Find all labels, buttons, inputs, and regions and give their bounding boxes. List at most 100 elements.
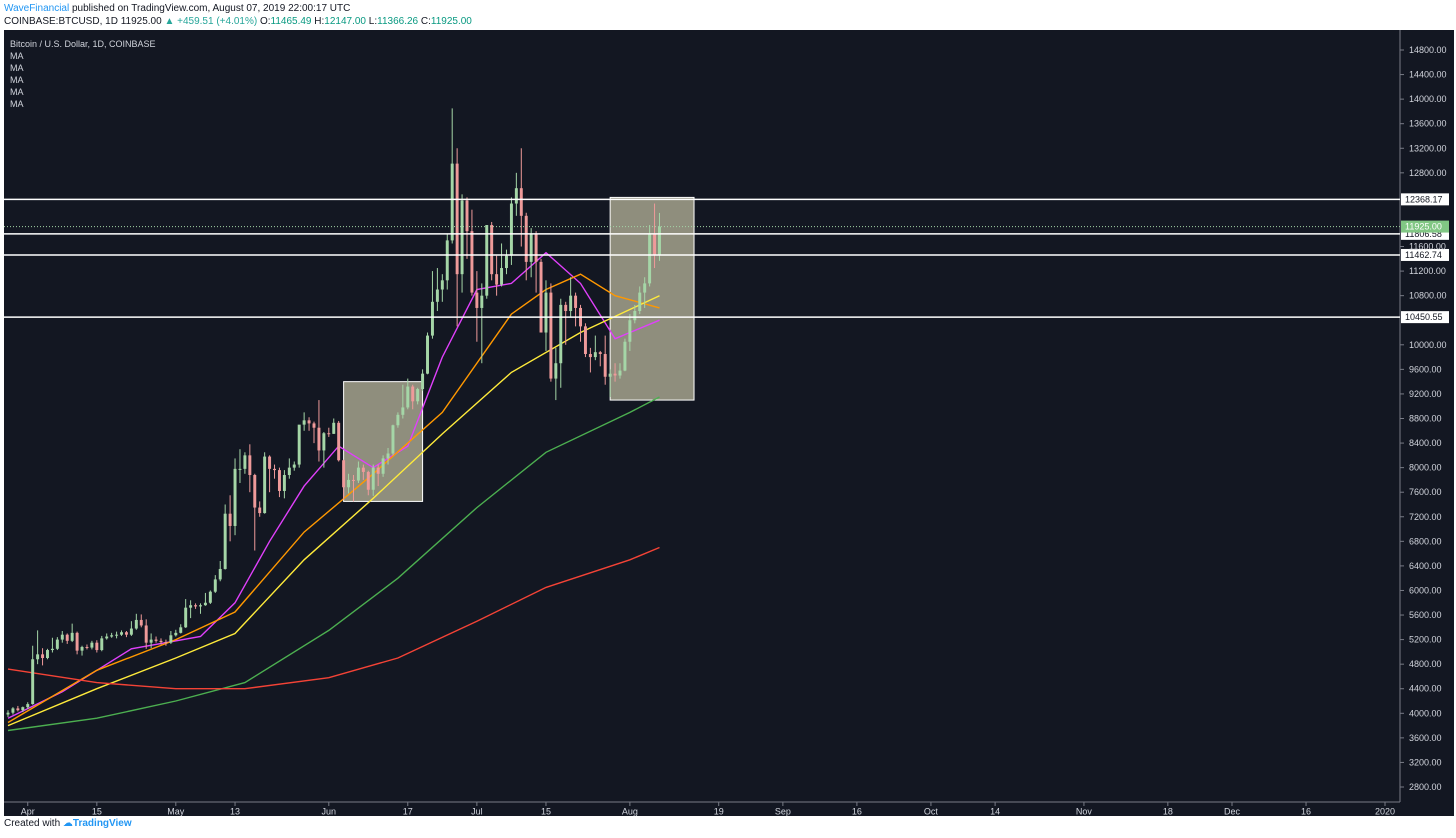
y-tick-label-3: 13600.00 [1409, 119, 1447, 129]
level-label-bg-1 [1401, 193, 1449, 206]
ma-label-4: MA [10, 87, 24, 97]
x-tick-label-3: 13 [230, 806, 240, 816]
candle-body-40 [203, 602, 207, 606]
candle-body-109 [544, 292, 548, 333]
candle-body-11 [60, 634, 64, 640]
moving-average-3 [7, 295, 660, 727]
x-tick-label-0: Apr [21, 806, 35, 816]
level-label-bg-3 [1401, 248, 1449, 261]
candle-body-106 [529, 234, 533, 262]
candle-body-4 [26, 704, 30, 708]
tradingview-logo-icon: ☁ [62, 818, 73, 829]
y-tick-label-8: 11600.00 [1409, 242, 1446, 252]
candle-body-63 [317, 427, 321, 451]
y-tick-label-17: 8000.00 [1409, 463, 1442, 473]
candle-body-20 [105, 636, 109, 639]
candle-body-38 [194, 605, 198, 607]
candle-body-39 [199, 605, 202, 607]
low-label: L: [368, 16, 378, 27]
candle-body-84 [421, 373, 425, 390]
moving-average-1 [7, 251, 660, 719]
candle-body-46 [233, 468, 237, 526]
y-tick-label-4: 13200.00 [1409, 143, 1447, 153]
candle-body-70 [352, 479, 355, 481]
legend-title: Bitcoin / U.S. Dollar, 1D, COINBASE [10, 39, 156, 49]
candle-body-45 [228, 513, 232, 526]
candle-body-71 [356, 467, 360, 481]
high-label: H: [314, 16, 325, 27]
footer-brand[interactable]: TradingView [72, 818, 132, 829]
y-tick-label-13: 9600.00 [1409, 364, 1442, 374]
candle-body-51 [258, 507, 262, 514]
close-value: 11925.00 [430, 16, 472, 27]
y-tick-label-28: 3600.00 [1409, 733, 1442, 743]
y-tick-label-26: 4400.00 [1409, 684, 1442, 694]
candle-body-33 [169, 635, 173, 643]
candle-body-41 [208, 591, 212, 603]
candle-body-119 [593, 352, 597, 358]
candle-body-83 [416, 389, 420, 402]
x-tick-label-13: 14 [990, 806, 1000, 816]
close-label: C: [420, 16, 431, 27]
candle-body-82 [411, 386, 415, 402]
candle-body-58 [292, 464, 296, 468]
chart-area[interactable]: 12368.17 11806.58 11462.74 10450.55 11925.00… [4, 30, 1454, 816]
candle-body-22 [115, 634, 119, 636]
open-label: O: [259, 16, 271, 27]
candle-body-36 [184, 607, 188, 628]
x-tick-label-4: Jun [322, 806, 337, 816]
x-tick-label-8: Aug [622, 806, 638, 816]
candle-body-0 [6, 712, 10, 715]
candle-body-73 [366, 471, 370, 490]
candle-body-80 [401, 407, 405, 415]
current-price-bg [1401, 220, 1449, 233]
candle-body-6 [36, 654, 40, 660]
price-chart[interactable]: 12368.17 11806.58 11462.74 10450.55 11925.00… [4, 30, 1454, 816]
candle-body-76 [381, 458, 385, 474]
y-tick-label-25: 4800.00 [1409, 659, 1442, 669]
candle-body-101 [505, 255, 508, 269]
candle-body-35 [179, 627, 183, 633]
candle-body-100 [500, 268, 504, 285]
candle-body-125 [623, 341, 627, 371]
x-tick-label-12: Oct [924, 806, 939, 816]
y-tick-label-23: 5600.00 [1409, 610, 1442, 620]
y-tick-label-18: 7600.00 [1409, 487, 1442, 497]
symbol-label: COINBASE:BTCUSD, 1D [4, 16, 118, 27]
candle-body-59 [297, 424, 301, 465]
candle-body-67 [337, 422, 341, 461]
candle-body-24 [124, 632, 128, 635]
candle-body-86 [430, 301, 434, 336]
author-link[interactable]: WaveFinancial [4, 3, 70, 14]
candle-body-72 [361, 467, 365, 472]
x-tick-label-1: 15 [92, 806, 102, 816]
candle-body-115 [574, 295, 578, 308]
candle-body-120 [598, 352, 602, 355]
publish-header: WaveFinancial published on TradingView.c… [0, 0, 1456, 30]
candle-body-62 [312, 423, 316, 428]
candle-body-89 [445, 240, 449, 281]
x-tick-label-9: 19 [714, 806, 724, 816]
candle-body-57 [287, 467, 291, 476]
candle-body-77 [386, 453, 390, 459]
candle-body-75 [376, 467, 380, 474]
candle-body-108 [539, 261, 543, 333]
y-tick-label-2: 14000.00 [1409, 94, 1447, 104]
candle-body-52 [263, 456, 267, 514]
candle-body-47 [238, 468, 242, 470]
footer: Created with ☁TradingView [4, 818, 132, 829]
candle-body-9 [50, 648, 54, 651]
candle-body-27 [139, 619, 143, 626]
candle-body-65 [327, 433, 331, 435]
candle-body-12 [65, 634, 69, 641]
candle-body-111 [554, 363, 558, 379]
candle-body-60 [302, 420, 306, 425]
moving-average-5 [7, 546, 660, 690]
y-tick-label-9: 11200.00 [1409, 266, 1446, 276]
x-tick-label-15: 18 [1163, 806, 1173, 816]
candle-body-112 [559, 304, 563, 364]
candle-body-25 [129, 628, 133, 635]
candle-body-128 [638, 292, 642, 312]
low-value: 11366.26 [377, 16, 419, 27]
y-tick-label-14: 9200.00 [1409, 389, 1442, 399]
